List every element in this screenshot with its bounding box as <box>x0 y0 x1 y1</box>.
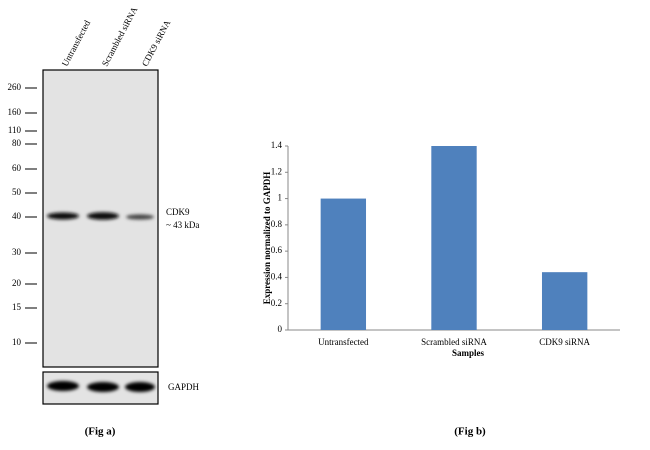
lane-label: Untransfected <box>60 18 93 68</box>
marker-label: 40 <box>12 211 22 221</box>
bar <box>541 272 588 330</box>
x-tick-label: Scrambled siRNA <box>421 337 487 347</box>
y-tick-label: 0.8 <box>271 219 283 229</box>
marker-label: 160 <box>8 107 22 117</box>
y-tick-label: 0.2 <box>271 298 282 308</box>
marker-label: 30 <box>12 247 22 257</box>
band-size: ~ 43 kDa <box>166 220 199 230</box>
fig-b-caption: (Fig b) <box>454 426 486 438</box>
y-tick-label: 1.2 <box>271 166 282 176</box>
x-tick-label: Untransfected <box>318 337 369 347</box>
marker-label: 260 <box>8 82 22 92</box>
marker-label: 80 <box>12 138 22 148</box>
y-tick-label: 0 <box>278 324 283 334</box>
x-axis-label: Samples <box>452 348 485 358</box>
loading-control-label: GAPDH <box>168 382 200 392</box>
marker-label: 60 <box>12 163 22 173</box>
y-axis-label: Expression normalized to GAPDH <box>262 172 272 305</box>
lane-label: Scrambled siRNA <box>100 5 140 68</box>
marker-label: 15 <box>12 302 22 312</box>
gapdh-bands <box>47 381 155 392</box>
band-label: CDK9 <box>166 207 190 217</box>
marker-label: 20 <box>12 278 22 288</box>
marker-label: 10 <box>12 337 22 347</box>
bands <box>47 212 154 220</box>
bar <box>431 146 477 330</box>
fig-a-caption: (Fig a) <box>85 426 116 438</box>
y-tick-label: 1 <box>278 193 283 203</box>
marker-label: 110 <box>8 125 22 135</box>
x-tick-label: CDK9 siRNA <box>539 337 590 347</box>
y-tick-label: 0.6 <box>271 245 283 255</box>
y-tick-label: 0.4 <box>271 271 283 281</box>
marker-label: 50 <box>12 187 22 197</box>
lane-label: CDK9 siRNA <box>140 18 173 68</box>
y-tick-label: 1.4 <box>271 140 283 150</box>
bar <box>320 198 367 330</box>
